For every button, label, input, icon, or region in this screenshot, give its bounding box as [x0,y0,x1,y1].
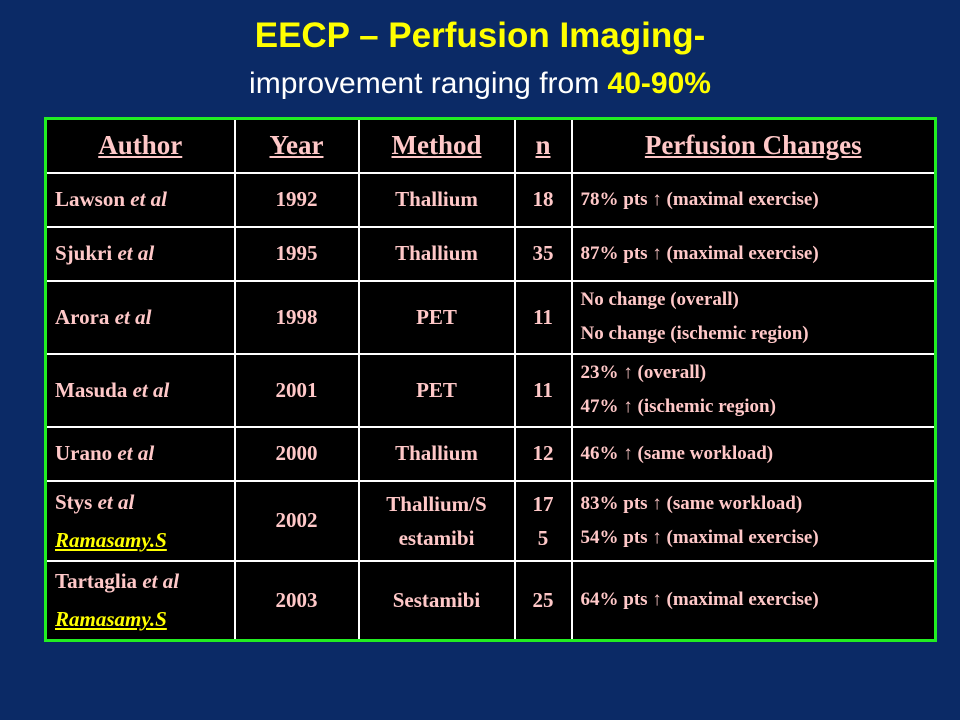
changes-cell: 23% ↑ (overall) 47% ↑ (ischemic region) [570,352,937,428]
table-row: Lawson et al 1992 Thallium 18 78% pts ↑ … [44,171,937,228]
author-link: Ramasamy.S [55,607,167,632]
subtitle-text: improvement ranging from [249,67,608,100]
year-cell: 1998 [233,279,360,355]
method-cell: Thallium/S estamibi [357,479,516,562]
method-cell: Thallium [357,171,516,228]
author-cell: Masuda et al [44,352,236,428]
n-cell: 11 [513,279,573,355]
changes-cell: 46% ↑ (same workload) [570,425,937,482]
author-link: Ramasamy.S [55,527,167,552]
n-cell: 35 [513,225,573,282]
table-row: Sjukri et al 1995 Thallium 35 87% pts ↑ … [44,225,937,282]
n-cell: 12 [513,425,573,482]
header-year: Year [233,117,360,174]
changes-cell: 78% pts ↑ (maximal exercise) [570,171,937,228]
year-cell: 2001 [233,352,360,428]
table-row: Arora et al 1998 PET 11 No change (overa… [44,279,937,355]
changes-cell: No change (overall) No change (ischemic r… [570,279,937,355]
method-cell: PET [357,352,516,428]
year-cell: 2002 [233,479,360,562]
header-method: Method [357,117,516,174]
subtitle-highlight: 40-90% [607,67,711,100]
table-header-row: Author Year Method n Perfusion Changes [44,117,937,174]
table-row: Masuda et al 2001 PET 11 23% ↑ (overall)… [44,352,937,428]
table-row: Tartaglia et al Ramasamy.S 2003 Sestamibi… [44,559,937,642]
year-cell: 2000 [233,425,360,482]
method-cell: Thallium [357,225,516,282]
year-cell: 2003 [233,559,360,642]
method-cell: PET [357,279,516,355]
header-perfusion-changes: Perfusion Changes [570,117,937,174]
header-author: Author [44,117,236,174]
changes-cell: 64% pts ↑ (maximal exercise) [570,559,937,642]
year-cell: 1992 [233,171,360,228]
method-cell: Sestamibi [357,559,516,642]
n-cell: 17 5 [513,479,573,562]
author-cell: Stys et al Ramasamy.S [44,479,236,562]
author-cell: Arora et al [44,279,236,355]
changes-cell: 83% pts ↑ (same workload) 54% pts ↑ (maxi… [570,479,937,562]
slide-title: EECP – Perfusion Imaging- [254,16,706,55]
author-cell: Sjukri et al [44,225,236,282]
author-cell: Tartaglia et al Ramasamy.S [44,559,236,642]
method-cell: Thallium [357,425,516,482]
changes-cell: 87% pts ↑ (maximal exercise) [570,225,937,282]
author-cell: Urano et al [44,425,236,482]
table-row: Stys et al Ramasamy.S 2002 Thallium/S est… [44,479,937,562]
table-row: Urano et al 2000 Thallium 12 46% ↑ (same… [44,425,937,482]
header-n: n [513,117,573,174]
n-cell: 18 [513,171,573,228]
n-cell: 25 [513,559,573,642]
author-cell: Lawson et al [44,171,236,228]
perfusion-table: Author Year Method n Perfusion Changes L… [44,117,937,642]
year-cell: 1995 [233,225,360,282]
slide-subtitle: improvement ranging from 40-90% [0,64,960,104]
n-cell: 11 [513,352,573,428]
